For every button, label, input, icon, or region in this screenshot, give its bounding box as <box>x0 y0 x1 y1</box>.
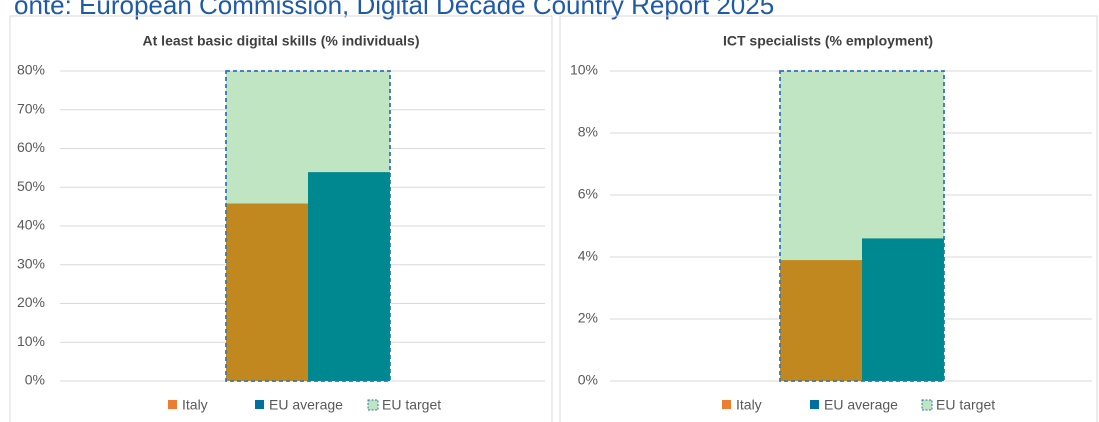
bar <box>226 203 308 381</box>
y-tick-label: 60% <box>17 139 45 155</box>
panel-frame <box>9 15 553 422</box>
y-tick-label: 30% <box>17 255 45 271</box>
y-tick-label: 50% <box>17 178 45 194</box>
legend-swatch <box>921 399 933 411</box>
legend-swatch <box>810 400 819 409</box>
y-tick-label: 70% <box>17 100 45 116</box>
legend-swatch <box>168 400 177 409</box>
y-tick-label: 0% <box>25 372 45 388</box>
target-outline <box>225 70 391 382</box>
y-tick-label: 10% <box>570 62 598 78</box>
legend-label: EU average <box>824 397 898 413</box>
legend-label: EU target <box>382 397 441 413</box>
legend-label: Italy <box>182 397 208 413</box>
chart-title: ICT specialists (% employment) <box>723 33 933 49</box>
legend-label: Italy <box>736 397 762 413</box>
bar <box>308 172 390 381</box>
y-tick-label: 20% <box>17 294 45 310</box>
legend-swatch <box>722 400 731 409</box>
legend-label: EU average <box>269 397 343 413</box>
y-tick-label: 2% <box>578 310 598 326</box>
y-tick-label: 10% <box>17 333 45 349</box>
y-tick-label: 80% <box>17 62 45 78</box>
chart-title: At least basic digital skills (% individ… <box>143 33 420 49</box>
legend-swatch <box>255 400 264 409</box>
bar <box>862 238 944 381</box>
y-tick-label: 6% <box>578 186 598 202</box>
legend-label: EU target <box>936 397 995 413</box>
target-outline <box>779 70 945 382</box>
y-tick-label: 4% <box>578 248 598 264</box>
panel-frame <box>559 15 1098 422</box>
bar <box>780 260 862 381</box>
legend-swatch <box>367 399 379 411</box>
y-tick-label: 40% <box>17 217 45 233</box>
y-tick-label: 0% <box>578 372 598 388</box>
source-note: onte: European Commission, Digital Decad… <box>14 0 774 20</box>
y-tick-label: 8% <box>578 124 598 140</box>
